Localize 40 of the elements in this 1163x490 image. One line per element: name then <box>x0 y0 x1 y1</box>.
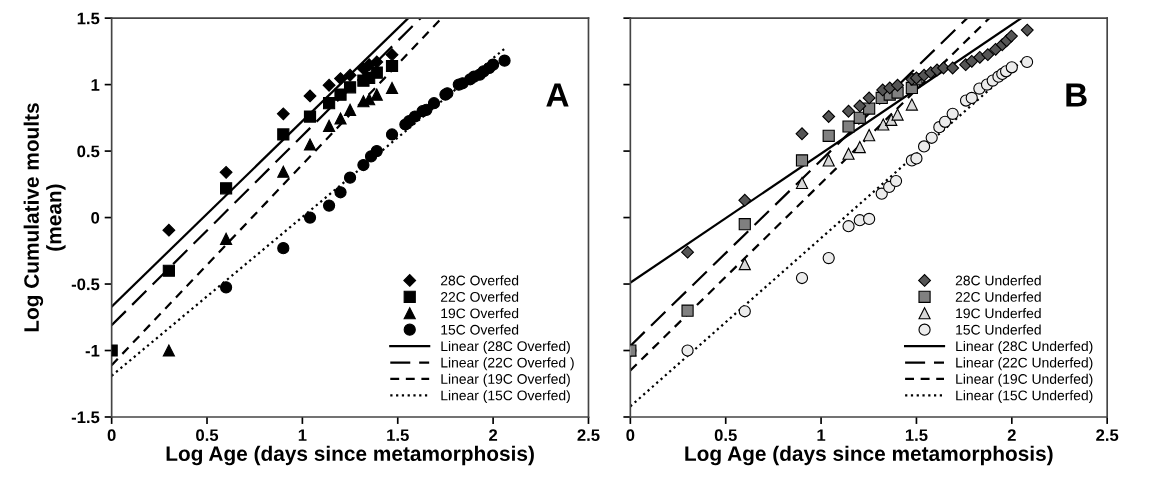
legend-label: 28C Underfed <box>955 275 1041 286</box>
legend-label: Linear (22C Overfed ) <box>441 357 574 371</box>
annotation: B <box>1066 83 1087 107</box>
x-tick-label: 0 <box>107 429 116 442</box>
legend-label: Linear (28C Overfed) <box>441 340 570 354</box>
x-tick-label: 0.5 <box>196 429 219 442</box>
x-tick-label: 2.5 <box>1096 429 1119 442</box>
legend-label: Linear (19C Overfed) <box>441 373 570 387</box>
legend-label: 19C Overfed <box>441 308 519 319</box>
x-tick-label: 2 <box>1007 429 1016 441</box>
x-axis-title: Log Age (days since metamorphosis) <box>166 445 534 466</box>
legend-label: Linear (15C Overfed) <box>441 390 570 404</box>
x-tick-label: 1 <box>298 429 307 441</box>
legend-label: 19C Underfed <box>956 308 1041 319</box>
x-axis-title: Log Age (days since metamorphosis) <box>685 445 1053 466</box>
x-tick-label: 0 <box>626 429 635 442</box>
legend-label: Linear (15C Underfed) <box>956 390 1093 404</box>
y-tick-label: 0.5 <box>77 145 100 158</box>
y-tick-label: 1 <box>91 79 100 91</box>
y-axis-title: Log Cumulative moults (mean) <box>23 103 66 332</box>
legend-label: Linear (22C Underfed) <box>956 357 1093 371</box>
y-tick-label: -0.5 <box>71 278 100 291</box>
x-tick-label: 1.5 <box>905 429 928 442</box>
legend-label: 15C Overfed <box>441 324 519 335</box>
x-tick-label: 2.5 <box>577 429 600 442</box>
legend-label: Linear (28C Underfed) <box>956 340 1093 354</box>
x-tick-label: 0.5 <box>714 429 737 442</box>
y-tick-label: -1 <box>85 345 100 357</box>
legend-label: Linear (19C Underfed) <box>956 373 1093 387</box>
legend-label: 22C Overfed <box>440 291 519 302</box>
legend-label: 15C Underfed <box>956 324 1041 335</box>
y-tick-label: 0 <box>91 211 100 224</box>
legend-label: 28C Overfed <box>440 275 519 286</box>
annotation: A <box>546 83 569 107</box>
y-tick-label: 1.5 <box>77 12 100 25</box>
x-tick-label: 1.5 <box>387 429 409 442</box>
x-tick-label: 1 <box>817 429 826 441</box>
legend-label: 22C Underfed <box>955 291 1041 302</box>
y-tick-label: -1.5 <box>71 411 100 424</box>
x-tick-label: 2 <box>489 429 498 441</box>
